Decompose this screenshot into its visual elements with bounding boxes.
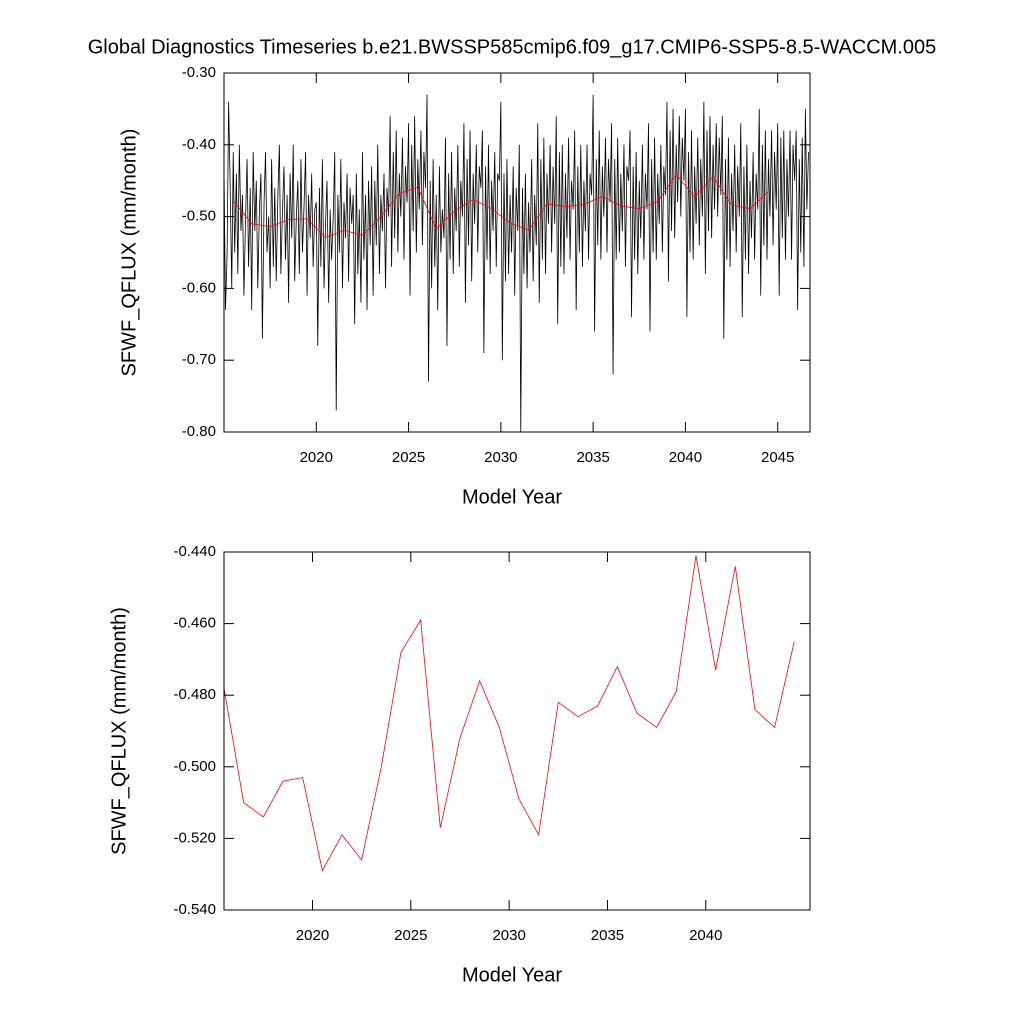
y-tick-label: -0.440 bbox=[173, 543, 216, 560]
x-axis-label: Model Year bbox=[462, 486, 562, 508]
y-axis-label: SFWF_QFLUX (mm/month) bbox=[118, 129, 140, 377]
x-tick-label: 2025 bbox=[392, 449, 425, 466]
x-tick-label: 2040 bbox=[689, 927, 722, 944]
x-tick-label: 2020 bbox=[296, 927, 329, 944]
y-tick-label: -0.540 bbox=[173, 901, 216, 918]
x-tick-label: 2035 bbox=[591, 927, 624, 944]
y-tick-label: -0.50 bbox=[182, 208, 216, 225]
data-line bbox=[223, 555, 795, 872]
y-tick-label: -0.40 bbox=[182, 136, 216, 153]
y-axis-label: SFWF_QFLUX (mm/month) bbox=[108, 607, 130, 855]
x-tick-label: 2020 bbox=[300, 449, 333, 466]
y-tick-label: -0.500 bbox=[173, 758, 216, 775]
data-line bbox=[223, 94, 809, 433]
x-tick-label: 2040 bbox=[669, 449, 702, 466]
x-tick-label: 2030 bbox=[484, 449, 517, 466]
plot-frame bbox=[223, 551, 811, 911]
x-tick-label: 2030 bbox=[492, 927, 525, 944]
y-tick-label: -0.30 bbox=[182, 64, 216, 81]
y-tick-label: -0.70 bbox=[182, 351, 216, 368]
y-tick-label: -0.80 bbox=[182, 423, 216, 440]
y-tick-label: -0.460 bbox=[173, 615, 216, 632]
x-tick-label: 2045 bbox=[761, 449, 794, 466]
y-tick-label: -0.480 bbox=[173, 686, 216, 703]
x-tick-label: 2025 bbox=[394, 927, 427, 944]
x-tick-label: 2035 bbox=[576, 449, 609, 466]
y-tick-label: -0.60 bbox=[182, 279, 216, 296]
plot-frame bbox=[223, 72, 811, 433]
x-axis-label: Model Year bbox=[462, 964, 562, 986]
chart-title: Global Diagnostics Timeseries b.e21.BWSS… bbox=[88, 36, 937, 58]
data-line bbox=[232, 173, 769, 238]
y-tick-label: -0.520 bbox=[173, 829, 216, 846]
